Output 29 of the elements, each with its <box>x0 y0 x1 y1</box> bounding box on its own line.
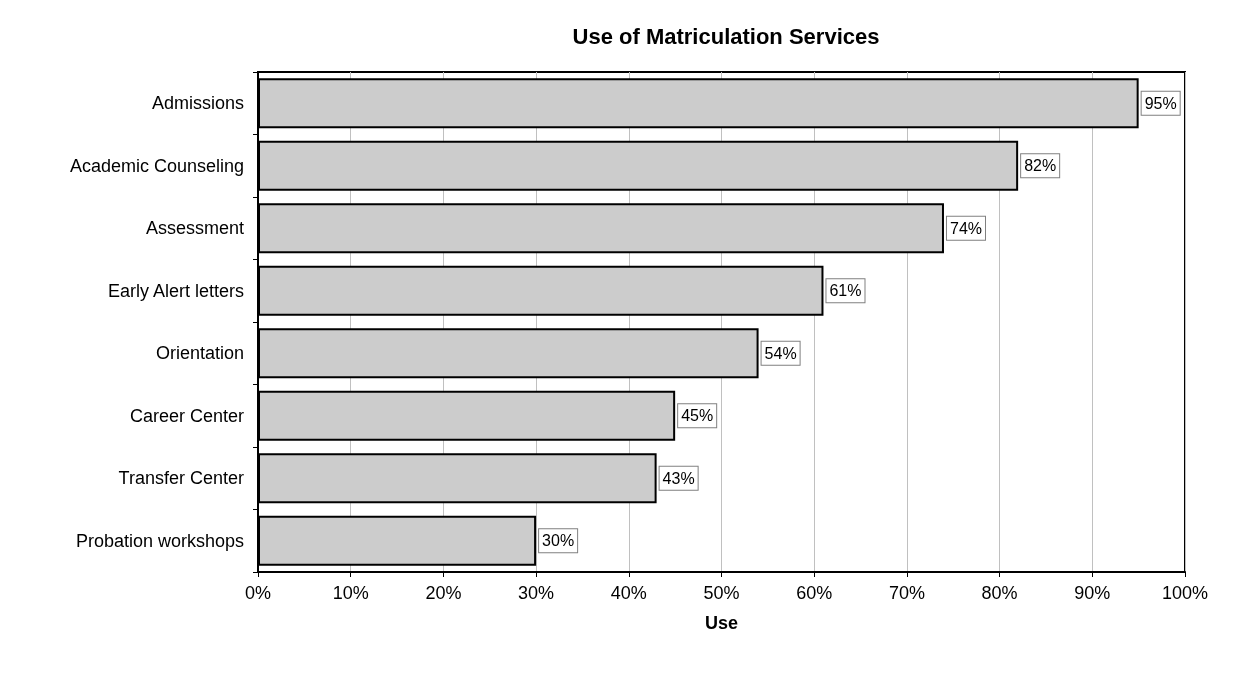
x-tick-label: 90% <box>1074 583 1111 603</box>
data-label: 61% <box>829 282 862 300</box>
data-label: 43% <box>662 469 695 487</box>
x-tick-label: 40% <box>610 583 647 603</box>
data-label: 45% <box>681 407 714 425</box>
chart-title: Use of Matriculation Services <box>572 23 880 49</box>
x-tick-label: 100% <box>1161 583 1209 603</box>
x-tick-label: 70% <box>888 583 925 603</box>
x-tick-label: 20% <box>425 583 462 603</box>
y-tick-label: Academic Counseling <box>69 155 244 176</box>
x-tick-label: 0% <box>244 583 272 603</box>
y-tick-label: Assessment <box>145 218 244 239</box>
x-tick-label: 50% <box>703 583 740 603</box>
data-label: 30% <box>542 532 575 550</box>
y-tick-label: Transfer Center <box>118 468 244 489</box>
data-label: 95% <box>1144 94 1177 112</box>
x-tick-label: 80% <box>981 583 1018 603</box>
data-label: 74% <box>949 219 983 237</box>
y-tick-label: Early Alert letters <box>107 280 244 301</box>
x-axis-title: Use <box>704 613 739 633</box>
data-label: 82% <box>1024 157 1057 175</box>
x-tick-label: 30% <box>518 583 555 603</box>
y-tick-label: Admissions <box>151 93 244 114</box>
y-tick-label: Orientation <box>155 343 244 364</box>
y-tick-label: Career Center <box>129 405 245 426</box>
x-tick-label: 10% <box>332 583 369 603</box>
x-tick-label: 60% <box>796 583 833 603</box>
data-label: 54% <box>764 344 797 362</box>
y-tick-label: Probation workshops <box>75 530 244 551</box>
